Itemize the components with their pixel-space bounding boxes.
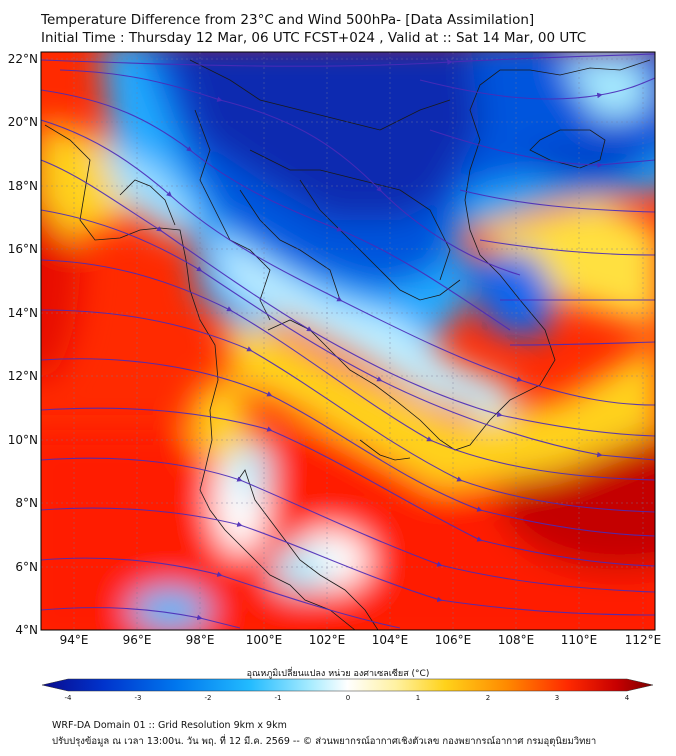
lon-tick-label: 98°E: [186, 633, 215, 647]
colorbar-bar: [41, 678, 654, 692]
colorbar-tick-label: 3: [555, 694, 559, 700]
footer-model-info: WRF-DA Domain 01 :: Grid Resolution 9km …: [52, 720, 287, 731]
lon-tick-label: 110°E: [561, 633, 598, 647]
lon-tick-label: 112°E: [625, 633, 662, 647]
wind-streamlines: [41, 53, 655, 629]
weather-map: 22°N 20°N 18°N 16°N 14°N 12°N 10°N 8°N 6…: [8, 51, 662, 700]
lon-tick-label: 104°E: [372, 633, 409, 647]
lat-tick-label: 10°N: [8, 433, 38, 447]
lat-tick-label: 6°N: [15, 560, 38, 574]
lat-tick-label: 4°N: [15, 623, 38, 637]
colorbar-label: อุณหภูมิเปลี่ยนแปลง หน่วย องศาเซลเซียส (…: [246, 669, 430, 679]
lon-tick-label: 94°E: [60, 633, 89, 647]
colorbar: -4 -3 -2 -1 0 1 2 3 4: [41, 678, 654, 700]
colorbar-tick-label: -1: [275, 694, 282, 700]
lon-tick-label: 96°E: [123, 633, 152, 647]
lat-tick-label: 20°N: [8, 115, 38, 129]
colorbar-tick-label: -4: [65, 694, 73, 700]
colorbar-tick-label: 0: [346, 694, 350, 700]
lon-tick-label: 100°E: [246, 633, 283, 647]
lat-tick-label: 8°N: [15, 496, 38, 510]
longitude-tick-labels: 94°E 96°E 98°E 100°E 102°E 104°E 106°E 1…: [60, 633, 662, 647]
colorbar-tick-label: -3: [135, 694, 142, 700]
map-title: Temperature Difference from 23°C and Win…: [41, 12, 535, 28]
latitude-tick-labels: 22°N 20°N 18°N 16°N 14°N 12°N 10°N 8°N 6…: [8, 52, 38, 637]
lat-tick-label: 12°N: [8, 369, 38, 383]
lon-tick-label: 102°E: [309, 633, 346, 647]
plot-frame: [40, 51, 656, 631]
lat-tick-label: 18°N: [8, 179, 38, 193]
colorbar-tick-label: 1: [416, 694, 420, 700]
lat-tick-label: 14°N: [8, 306, 38, 320]
colorbar-tick-label: 2: [486, 694, 490, 700]
lon-tick-label: 106°E: [435, 633, 472, 647]
lon-tick-label: 108°E: [498, 633, 535, 647]
lat-tick-label: 16°N: [8, 242, 38, 256]
colorbar-tick-label: 4: [625, 694, 630, 700]
lat-tick-label: 22°N: [8, 52, 38, 66]
footer-credit: ปรับปรุงข้อมูล ณ เวลา 13:00น. วัน พฤ. ที…: [52, 736, 597, 747]
map-subtitle: Initial Time : Thursday 12 Mar, 06 UTC F…: [41, 30, 587, 46]
colorbar-tick-label: -2: [205, 694, 212, 700]
